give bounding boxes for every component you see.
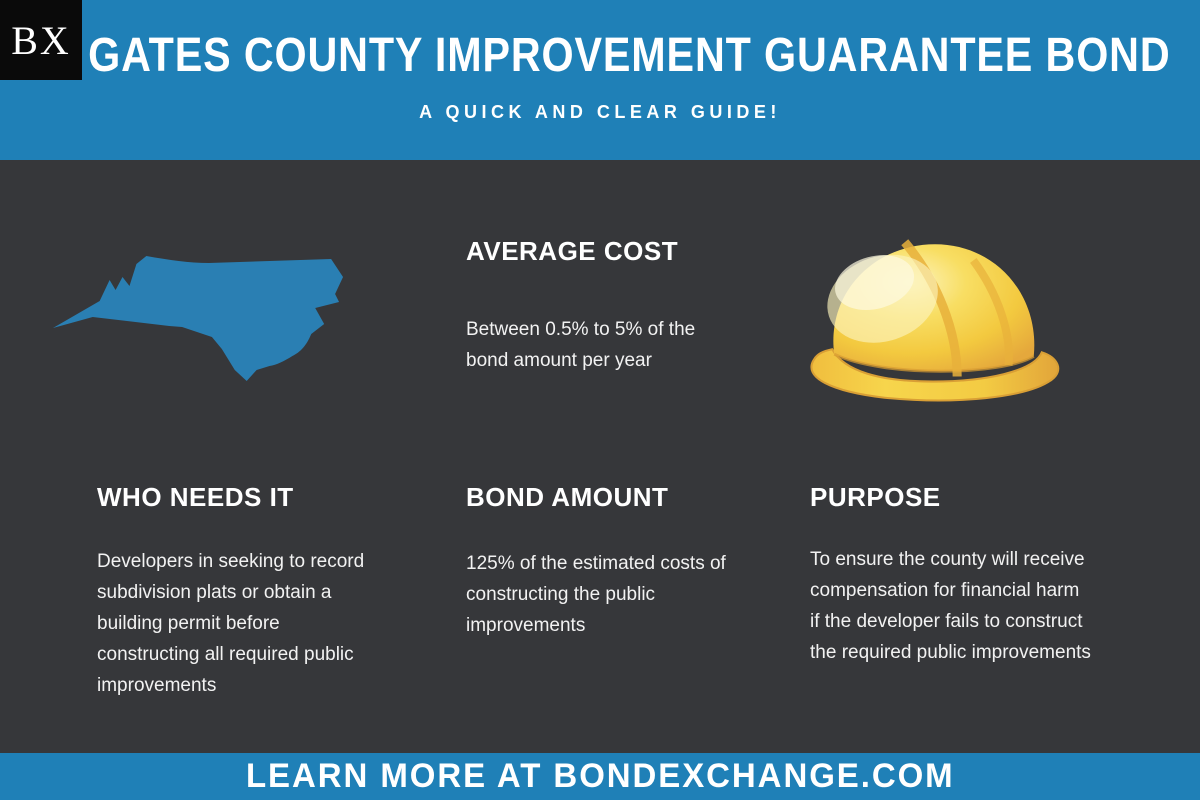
footer-cta-text: LEARN MORE AT BONDEXCHANGE.COM [245, 757, 955, 795]
bond-amount-body: 125% of the estimated costs of construct… [466, 553, 726, 636]
hard-hat-icon [810, 239, 1060, 402]
north-carolina-map-icon [52, 256, 344, 381]
who-needs-it-body: Developers in seeking to record subdivis… [97, 551, 365, 696]
hat-rib-right [970, 257, 1013, 366]
who-needs-it-heading: WHO NEEDS IT [97, 482, 294, 512]
header-band: BX GATES COUNTY IMPROVEMENT GUARANTEE BO… [0, 0, 1200, 160]
hat-rib-center [901, 239, 962, 377]
purpose-heading: PURPOSE [810, 482, 941, 512]
bond-amount-heading: BOND AMOUNT [466, 482, 669, 512]
hat-dome-shadow-line [833, 352, 1035, 373]
footer-band: LEARN MORE AT BONDEXCHANGE.COM [0, 753, 1200, 800]
page-title: GATES COUNTY IMPROVEMENT GUARANTEE BOND [88, 29, 1171, 82]
average-cost-body: Between 0.5% to 5% of the bond amount pe… [466, 319, 696, 371]
north-carolina-shape [52, 256, 344, 381]
bx-logo-text: BX [11, 17, 71, 63]
page-subtitle: A QUICK AND CLEAR GUIDE! [419, 102, 781, 122]
hat-brim [810, 348, 1060, 402]
purpose-body: To ensure the county will receive compen… [810, 549, 1091, 663]
hat-highlight-bright [835, 255, 915, 311]
bx-logo: BX [0, 0, 82, 80]
average-cost-heading: AVERAGE COST [466, 236, 679, 266]
